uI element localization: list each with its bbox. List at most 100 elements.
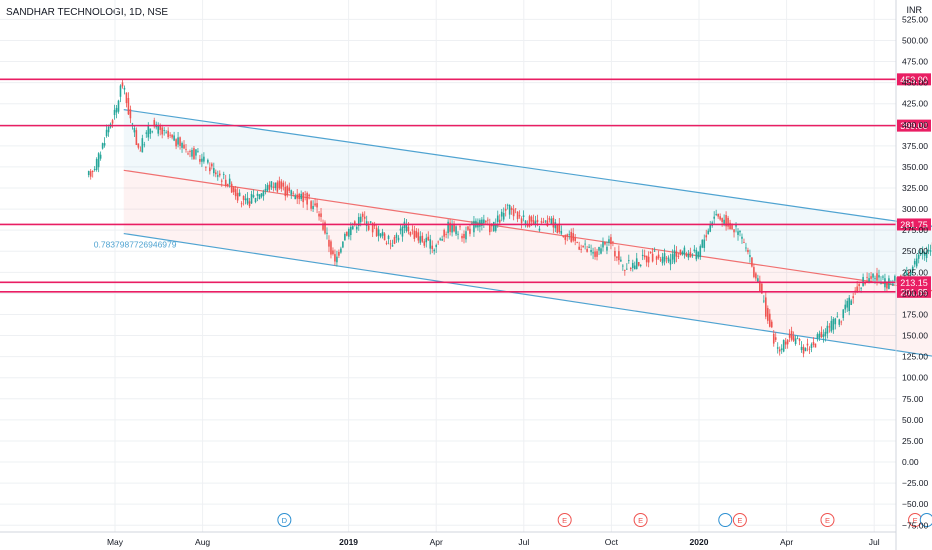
candle-body — [222, 174, 225, 175]
candle-body — [828, 326, 831, 328]
candle-body — [421, 235, 424, 242]
candle-body — [485, 221, 487, 223]
candle-body — [457, 233, 459, 235]
candle-body — [391, 245, 394, 247]
candle-body — [721, 218, 723, 222]
level-price-label: 281.75 — [900, 220, 928, 230]
candle-body — [689, 252, 692, 258]
candle-body — [725, 215, 727, 227]
candle-body — [97, 153, 100, 168]
candle-body — [423, 241, 426, 246]
candle-body — [469, 228, 471, 234]
candle-body — [685, 253, 688, 257]
price-axis[interactable]: 525.00 500.00 475.00 450.00 425.00 400.00 375.… — [895, 0, 929, 550]
candle-body — [306, 192, 308, 205]
event-marker-label: E — [913, 516, 918, 525]
candle-body — [747, 249, 749, 253]
channel-lower-fill — [123, 170, 932, 357]
candle-body — [737, 231, 739, 235]
candle-body — [572, 233, 575, 241]
candle-body — [707, 230, 710, 235]
dividend-marker — [919, 513, 932, 527]
earnings-marker — [633, 513, 648, 527]
candle-body — [361, 213, 364, 217]
candle-body — [687, 253, 690, 258]
time-tick-label: Apr — [430, 537, 443, 547]
candle-body — [95, 159, 98, 170]
candle-body — [733, 229, 735, 233]
candle-body — [280, 181, 283, 189]
candle-body — [256, 193, 259, 196]
candle-body — [489, 224, 491, 233]
candle-body — [892, 283, 894, 286]
candle-body — [199, 158, 201, 162]
candle-body — [770, 321, 773, 328]
candle-body — [334, 254, 336, 262]
candle-body — [657, 254, 660, 259]
candle-body — [693, 249, 696, 251]
candle-body — [749, 255, 751, 257]
candle-body — [709, 224, 712, 232]
price-tick-label: 0.00 — [902, 457, 919, 467]
candle-body — [647, 256, 650, 263]
time-axis[interactable]: MayAug2019AprJulOct2020AprJulOct2021AprJ… — [0, 531, 932, 547]
candle-body — [282, 182, 285, 187]
candle-body — [745, 247, 747, 249]
candle-body — [846, 300, 849, 308]
candle-body — [528, 216, 531, 227]
candle-body — [492, 221, 495, 232]
candle-body — [439, 238, 441, 240]
candle-body — [296, 194, 299, 199]
candle-body — [250, 193, 253, 204]
candle-body — [379, 233, 382, 237]
candle-body — [163, 130, 165, 131]
candle-body — [338, 251, 340, 256]
candle-body — [278, 180, 281, 189]
candle-body — [512, 209, 515, 217]
candle-body — [381, 231, 384, 236]
candle-body — [409, 231, 412, 236]
candle-body — [673, 250, 676, 263]
candle-body — [659, 259, 662, 261]
candle-body — [540, 221, 543, 223]
candle-body — [840, 321, 843, 323]
candle-body — [262, 191, 265, 197]
candle-body — [780, 348, 783, 350]
candle-body — [568, 234, 571, 236]
candle-body — [856, 286, 858, 292]
candle-body — [113, 109, 116, 116]
candle-body — [641, 254, 644, 256]
time-tick-label: Jul — [869, 537, 880, 547]
candle-body — [344, 233, 346, 241]
price-tick-label: 475.00 — [902, 57, 928, 67]
candle-body — [320, 213, 322, 217]
candle-body — [228, 178, 231, 185]
candle-body — [89, 171, 92, 177]
candle-body — [355, 226, 358, 230]
candle-body — [532, 220, 535, 225]
candle-body — [917, 254, 920, 259]
candle-body — [302, 192, 304, 203]
candle-body — [886, 282, 888, 289]
candle-body — [866, 276, 868, 278]
candle-body — [248, 201, 251, 207]
price-tick-label: 275.00 — [902, 225, 928, 235]
candle-body — [447, 221, 449, 234]
candle-body — [765, 297, 767, 317]
candle-body — [628, 260, 630, 262]
time-tick-label: Aug — [195, 537, 210, 547]
candle-body — [624, 270, 626, 271]
candle-body — [240, 203, 243, 205]
candle-body — [814, 343, 817, 348]
candle-body — [399, 228, 402, 231]
candle-body — [870, 276, 872, 279]
candle-body — [324, 222, 326, 234]
candle-body — [207, 159, 209, 163]
candle-body — [518, 215, 521, 217]
candle-body — [473, 220, 475, 233]
candle-body — [502, 213, 505, 220]
candle-body — [691, 255, 694, 257]
candle-body — [876, 273, 878, 281]
candle-body — [189, 151, 191, 152]
